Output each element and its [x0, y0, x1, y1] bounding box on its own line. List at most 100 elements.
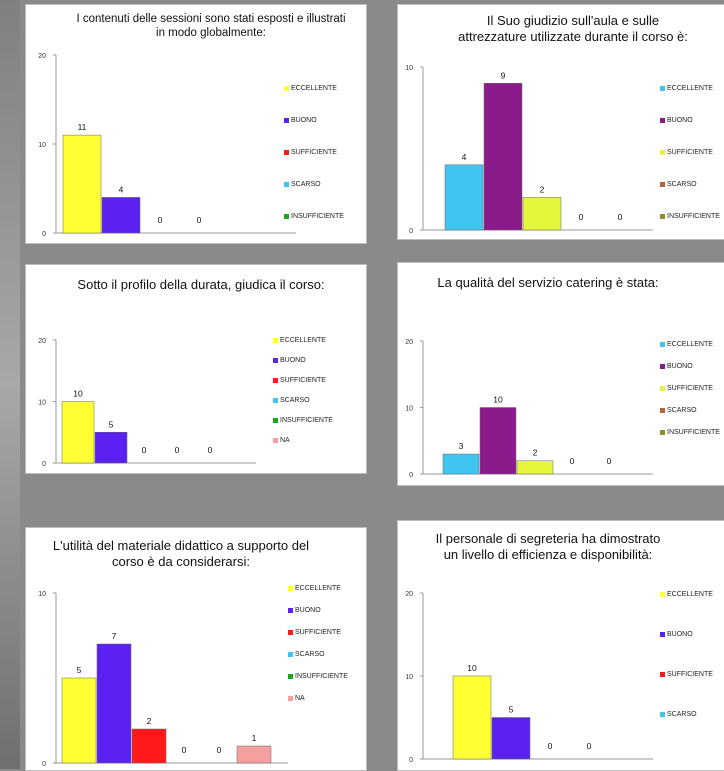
legend-item: SCARSO [660, 181, 697, 188]
legend-item: SUFFICIENTE [273, 377, 326, 384]
bar-value-label: 10 [467, 663, 477, 673]
bar [236, 745, 272, 764]
legend-item: SUFFICIENTE [284, 149, 337, 156]
bar [62, 134, 102, 234]
legend-swatch [660, 386, 665, 391]
y-tick-label: 10 [405, 406, 413, 413]
y-tick-label: 0 [409, 472, 413, 479]
bar-value-label: 0 [579, 212, 584, 222]
bar-value-label: 9 [501, 70, 506, 80]
legend-item: ECCELLENTE [660, 591, 713, 598]
y-tick-label: 20 [405, 591, 413, 598]
legend-swatch [660, 592, 665, 597]
legend-item: INSUFFICIENTE [273, 417, 333, 424]
bar-value-label: 2 [540, 184, 545, 194]
y-tick-label: 20 [405, 339, 413, 346]
legend-item: ECCELLENTE [273, 337, 326, 344]
legend-label: SUFFICIENTE [667, 149, 713, 156]
bar [131, 728, 167, 764]
bar-value-label: 0 [618, 212, 623, 222]
bar-value-label: 10 [73, 389, 83, 399]
bar-value-label: 0 [158, 215, 163, 225]
legend-label: NA [280, 437, 290, 444]
chart-panel-aula: 0 10 4 9 2 0 0 Il Suo giudizio sull'aula e sul… [397, 4, 724, 240]
legend-swatch [288, 652, 293, 657]
legend-label: INSUFFICIENTE [667, 213, 720, 220]
bar [444, 164, 484, 231]
legend-swatch [660, 408, 665, 413]
legend-swatch [284, 150, 289, 155]
legend-item: NA [273, 437, 290, 444]
bar-value-label: 2 [147, 716, 152, 726]
legend-label: SCARSO [667, 407, 697, 414]
legend-item: ECCELLENTE [288, 585, 341, 592]
legend-swatch [660, 430, 665, 435]
bar [61, 401, 95, 464]
legend-label: SCARSO [280, 397, 310, 404]
legend-swatch [284, 118, 289, 123]
bar [94, 432, 128, 464]
y-tick-label: 0 [42, 231, 46, 238]
legend-label: ECCELLENTE [667, 591, 713, 598]
legend-swatch [273, 338, 278, 343]
bar-value-label: 1 [252, 733, 257, 743]
bar-value-label: 0 [548, 741, 553, 751]
y-tick-label: 10 [38, 591, 46, 598]
bar-value-label: 4 [119, 184, 124, 194]
legend-item: INSUFFICIENTE [660, 429, 720, 436]
bar-value-label: 0 [182, 745, 187, 755]
chart-panel-durata: 0 10 20 10 5 0 0 0 Sotto il profilo della durat… [25, 264, 367, 474]
y-tick-label: 0 [42, 461, 46, 468]
bar [516, 460, 554, 475]
legend-swatch [660, 214, 665, 219]
chart-aula: 0 10 4 9 2 0 0 [405, 65, 653, 235]
legend-item: ECCELLENTE [660, 341, 713, 348]
legend-item: BUONO [660, 631, 693, 638]
legend-swatch [660, 632, 665, 637]
legend-swatch [288, 674, 293, 679]
bar [96, 643, 132, 764]
legend-label: ECCELLENTE [291, 85, 337, 92]
chart-panel-materiale: 0 10 5 7 2 0 0 1 L'utilità del materiale didatt… [25, 527, 367, 771]
legend-item: SUFFICIENTE [660, 671, 713, 678]
legend-swatch [288, 630, 293, 635]
bar-value-label: 0 [587, 741, 592, 751]
legend-swatch [273, 418, 278, 423]
legend-item: INSUFFICIENTE [288, 673, 348, 680]
legend-label: INSUFFICIENTE [280, 417, 333, 424]
legend-item: SCARSO [273, 397, 310, 404]
bar-value-label: 11 [78, 122, 87, 132]
legend-swatch [660, 342, 665, 347]
legend-label: BUONO [667, 631, 693, 638]
bar [452, 675, 492, 760]
legend-item: SUFFICIENTE [660, 385, 713, 392]
chart-durata: 0 10 20 10 5 0 0 0 [38, 338, 256, 468]
bar [101, 197, 141, 234]
legend-label: INSUFFICIENTE [291, 213, 344, 220]
legend-item: BUONO [273, 357, 306, 364]
y-tick-label: 20 [38, 338, 46, 345]
legend-item: SCARSO [284, 181, 321, 188]
legend-item: SUFFICIENTE [288, 629, 341, 636]
legend-label: SUFFICIENTE [667, 385, 713, 392]
legend-item: SCARSO [660, 711, 697, 718]
legend-label: ECCELLENTE [295, 585, 341, 592]
chart-panel-segreteria: 0 10 20 10 5 0 0 Il personale di segreteria ha… [397, 520, 724, 771]
legend-label: SCARSO [667, 181, 697, 188]
bar [61, 677, 97, 764]
legend-label: SUFFICIENTE [295, 629, 341, 636]
legend-label: SUFFICIENTE [280, 377, 326, 384]
chart-title: Il personale di segreteria ha dimostrato… [435, 531, 661, 563]
chart-contenuti: 0 10 20 11 4 0 0 [38, 53, 296, 238]
bar-value-label: 0 [607, 456, 612, 466]
chart-materiale: 0 10 5 7 2 0 0 1 [38, 591, 288, 768]
y-tick-label: 20 [38, 53, 46, 60]
chart-title: I contenuti delle sessioni sono stati es… [76, 13, 346, 40]
y-tick-label: 0 [409, 757, 413, 764]
bar-value-label: 0 [217, 745, 222, 755]
bar [479, 407, 517, 475]
chart-title: Il Suo giudizio sull'aula e sulle attrez… [458, 13, 688, 45]
legend-swatch [660, 118, 665, 123]
legend-label: SCARSO [667, 711, 697, 718]
